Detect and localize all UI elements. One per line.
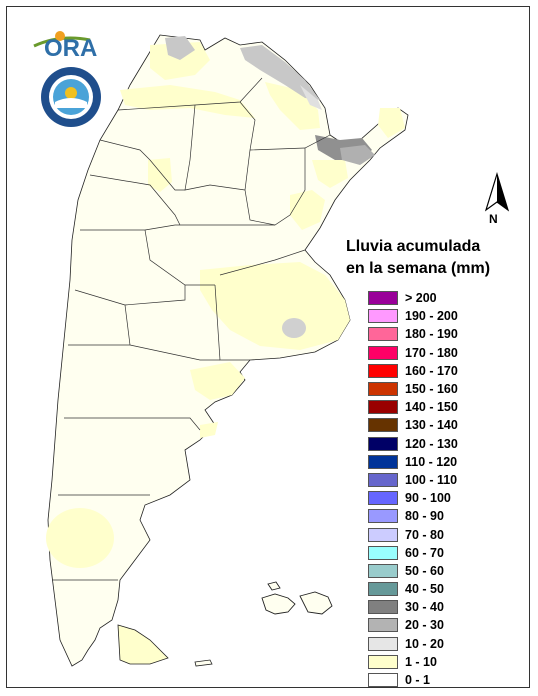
map-frame <box>6 6 530 688</box>
legend-title-line1: Lluvia acumulada <box>346 238 481 255</box>
legend-item: 190 - 200 <box>368 307 528 325</box>
legend-swatch <box>368 418 398 433</box>
legend-label: 120 - 130 <box>405 436 458 451</box>
legend-swatch <box>368 618 398 633</box>
legend-label: 40 - 50 <box>405 582 444 597</box>
ora-logo: ORA <box>33 31 97 62</box>
legend-item: 20 - 30 <box>368 616 528 634</box>
legend-item: 50 - 60 <box>368 562 528 580</box>
legend-label: 130 - 140 <box>405 418 458 433</box>
legend-item: 30 - 40 <box>368 598 528 616</box>
legend-swatch <box>368 327 398 342</box>
legend-swatch <box>368 491 398 506</box>
legend-label: 60 - 70 <box>405 545 444 560</box>
legend-swatch <box>368 600 398 615</box>
legend-item: 150 - 160 <box>368 380 528 398</box>
legend-label: 190 - 200 <box>405 309 458 324</box>
small-island <box>194 659 213 667</box>
legend-item: 140 - 150 <box>368 398 528 416</box>
legend-item: 180 - 190 <box>368 325 528 343</box>
legend-label: 0 - 1 <box>405 673 431 688</box>
tierra-del-fuego <box>117 624 169 665</box>
legend-item: 160 - 170 <box>368 362 528 380</box>
legend-label: 50 - 60 <box>405 563 444 578</box>
legend-label: 80 - 90 <box>405 509 444 524</box>
legend-label: 20 - 30 <box>405 618 444 633</box>
legend-label: 110 - 120 <box>405 454 458 469</box>
ora-text: ORA <box>44 35 97 62</box>
legend-swatch <box>368 291 398 306</box>
legend-item: 0 - 1 <box>368 671 528 689</box>
legend-label: 170 - 180 <box>405 345 458 360</box>
smn-seal-icon <box>41 67 101 127</box>
legend-swatch <box>368 436 398 451</box>
legend-label: 10 - 20 <box>405 636 444 651</box>
legend-swatch <box>368 472 398 487</box>
legend-item: 130 - 140 <box>368 416 528 434</box>
legend-item: 170 - 180 <box>368 344 528 362</box>
province-boundaries <box>52 77 331 581</box>
north-label: N <box>489 212 498 226</box>
argentina-outline <box>47 34 409 667</box>
legend-label: 1 - 10 <box>405 654 437 669</box>
legend-label: 140 - 150 <box>405 400 458 415</box>
legend-swatch <box>368 363 398 378</box>
legend-item: 70 - 80 <box>368 525 528 543</box>
legend: > 200 190 - 200 180 - 190 170 - 180 160 - 17… <box>368 289 528 689</box>
legend-swatch <box>368 654 398 669</box>
legend-swatch <box>368 309 398 324</box>
legend-item: 10 - 20 <box>368 635 528 653</box>
legend-swatch <box>368 527 398 542</box>
legend-swatch <box>368 382 398 397</box>
malvinas-islands <box>261 581 333 615</box>
legend-swatch <box>368 454 398 469</box>
legend-item: 110 - 120 <box>368 453 528 471</box>
north-arrow-icon <box>484 172 510 212</box>
legend-swatch <box>368 345 398 360</box>
legend-item: 120 - 130 <box>368 435 528 453</box>
legend-item: > 200 <box>368 289 528 307</box>
legend-swatch <box>368 509 398 524</box>
legend-item: 40 - 50 <box>368 580 528 598</box>
legend-item: 80 - 90 <box>368 507 528 525</box>
legend-title-line2: en la semana (mm) <box>346 260 491 277</box>
legend-label: 30 - 40 <box>405 600 444 615</box>
legend-swatch <box>368 400 398 415</box>
legend-swatch <box>368 636 398 651</box>
legend-swatch <box>368 563 398 578</box>
legend-label: 90 - 100 <box>405 491 451 506</box>
legend-item: 100 - 110 <box>368 471 528 489</box>
legend-item: 90 - 100 <box>368 489 528 507</box>
legend-label: 180 - 190 <box>405 327 458 342</box>
legend-label: 70 - 80 <box>405 527 444 542</box>
legend-label: 160 - 170 <box>405 363 458 378</box>
legend-label: > 200 <box>405 291 437 306</box>
legend-label: 100 - 110 <box>405 472 458 487</box>
legend-item: 60 - 70 <box>368 544 528 562</box>
legend-swatch <box>368 673 398 688</box>
rain-gray-areas <box>165 36 375 338</box>
legend-swatch <box>368 545 398 560</box>
legend-title: Lluvia acumulada en la semana (mm) <box>346 236 536 280</box>
legend-label: 150 - 160 <box>405 382 458 397</box>
legend-item: 1 - 10 <box>368 653 528 671</box>
legend-swatch <box>368 582 398 597</box>
